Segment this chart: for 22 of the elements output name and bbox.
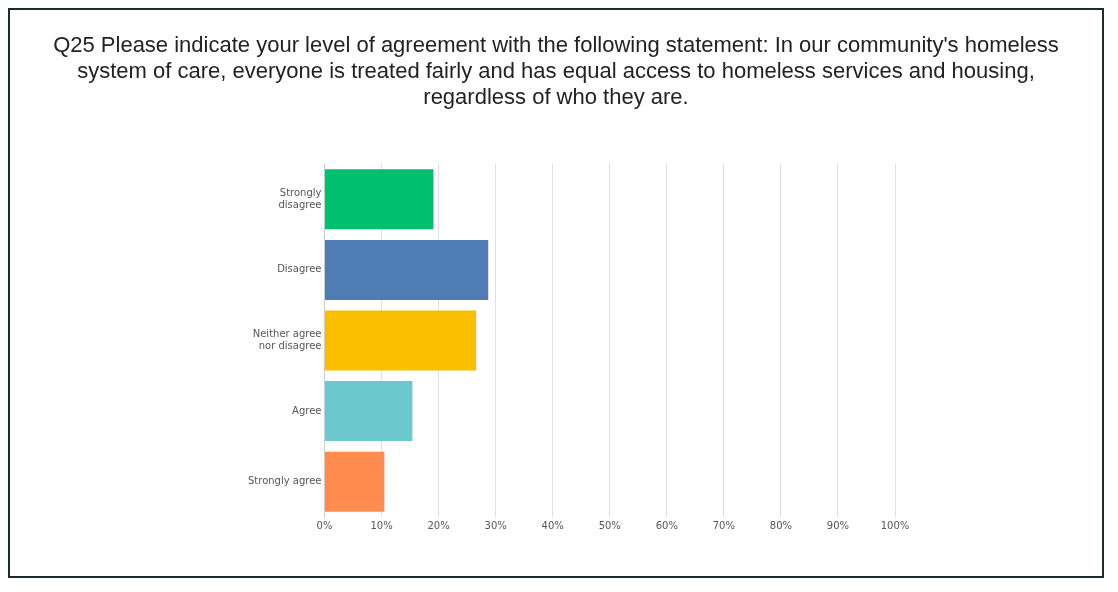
bar: [325, 239, 489, 300]
chart-title: Q25 Please indicate your level of agreement with the following statement: In our community's homeless system of care, everyone is treated fairly and has equal access to homeless services and housing, regardless of who they are.: [52, 31, 1060, 110]
bar: [325, 310, 477, 371]
x-tick-label: 40%: [541, 519, 564, 531]
x-tick-label: 10%: [370, 519, 393, 531]
x-tick-label: 20%: [427, 519, 450, 531]
bar: [325, 169, 434, 230]
bar: [325, 381, 413, 442]
y-tick-label: Strongly agree: [248, 475, 322, 487]
x-tick-label: 100%: [880, 519, 910, 531]
bar: [325, 451, 385, 512]
x-tick-label: 30%: [484, 519, 507, 531]
x-tick-label: 50%: [598, 519, 621, 531]
x-tick-label: 70%: [712, 519, 735, 531]
y-tick-label: Agree: [292, 404, 322, 416]
x-tick-label: 90%: [826, 519, 850, 531]
x-tick-label: 0%: [316, 519, 333, 531]
y-tick-label: Neither agree nor disagree: [252, 328, 322, 352]
x-tick-label: 80%: [769, 519, 793, 531]
y-tick-label: Disagree: [277, 263, 322, 275]
x-tick-label: 60%: [655, 519, 678, 531]
y-tick-label: Strongly disagree: [278, 186, 322, 210]
